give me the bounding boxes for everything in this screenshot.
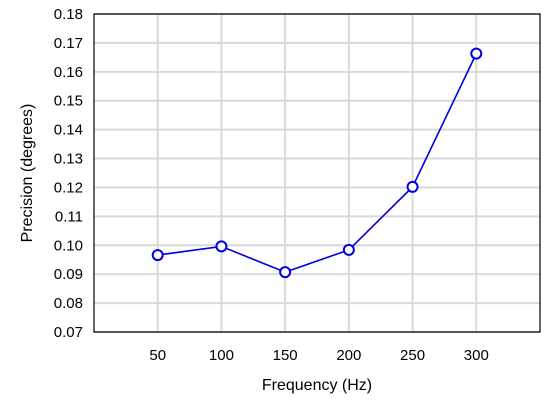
x-tick-label: 50: [149, 347, 166, 364]
y-tick-label: 0.18: [54, 6, 83, 23]
x-tick-label: 250: [400, 347, 425, 364]
y-tick-label: 0.15: [54, 93, 83, 110]
x-axis-title: Frequency (Hz): [262, 377, 372, 394]
y-axis-ticks: 0.07 0.08 0.09 0.10 0.11 0.12 0.13 0.14 0.15 0.16…: [54, 6, 83, 341]
y-tick-label: 0.14: [54, 122, 83, 139]
y-tick-label: 0.08: [54, 295, 83, 312]
series: [151, 47, 483, 279]
y-tick-label: 0.09: [54, 266, 83, 283]
y-tick-label: 0.12: [54, 179, 83, 196]
x-tick-label: 300: [464, 347, 489, 364]
data-point: [470, 47, 483, 60]
data-point: [151, 249, 164, 262]
x-tick-label: 150: [273, 347, 298, 364]
y-tick-label: 0.17: [54, 35, 83, 52]
x-tick-label: 200: [336, 347, 361, 364]
data-point: [342, 243, 355, 256]
data-point: [279, 266, 292, 279]
series-line: [157, 53, 478, 274]
data-point: [215, 240, 228, 253]
y-tick-label: 0.11: [55, 208, 83, 225]
data-point: [406, 180, 419, 193]
y-tick-label: 0.07: [54, 324, 83, 341]
x-axis-ticks: 50 100 150 200 250 300: [149, 347, 488, 364]
y-tick-label: 0.10: [54, 237, 83, 254]
y-axis-title: Precision (degrees): [19, 104, 36, 243]
plot-area-frame: [93, 13, 541, 333]
y-tick-label: 0.16: [54, 64, 83, 81]
y-tick-label: 0.13: [54, 151, 83, 168]
x-tick-label: 100: [209, 347, 234, 364]
